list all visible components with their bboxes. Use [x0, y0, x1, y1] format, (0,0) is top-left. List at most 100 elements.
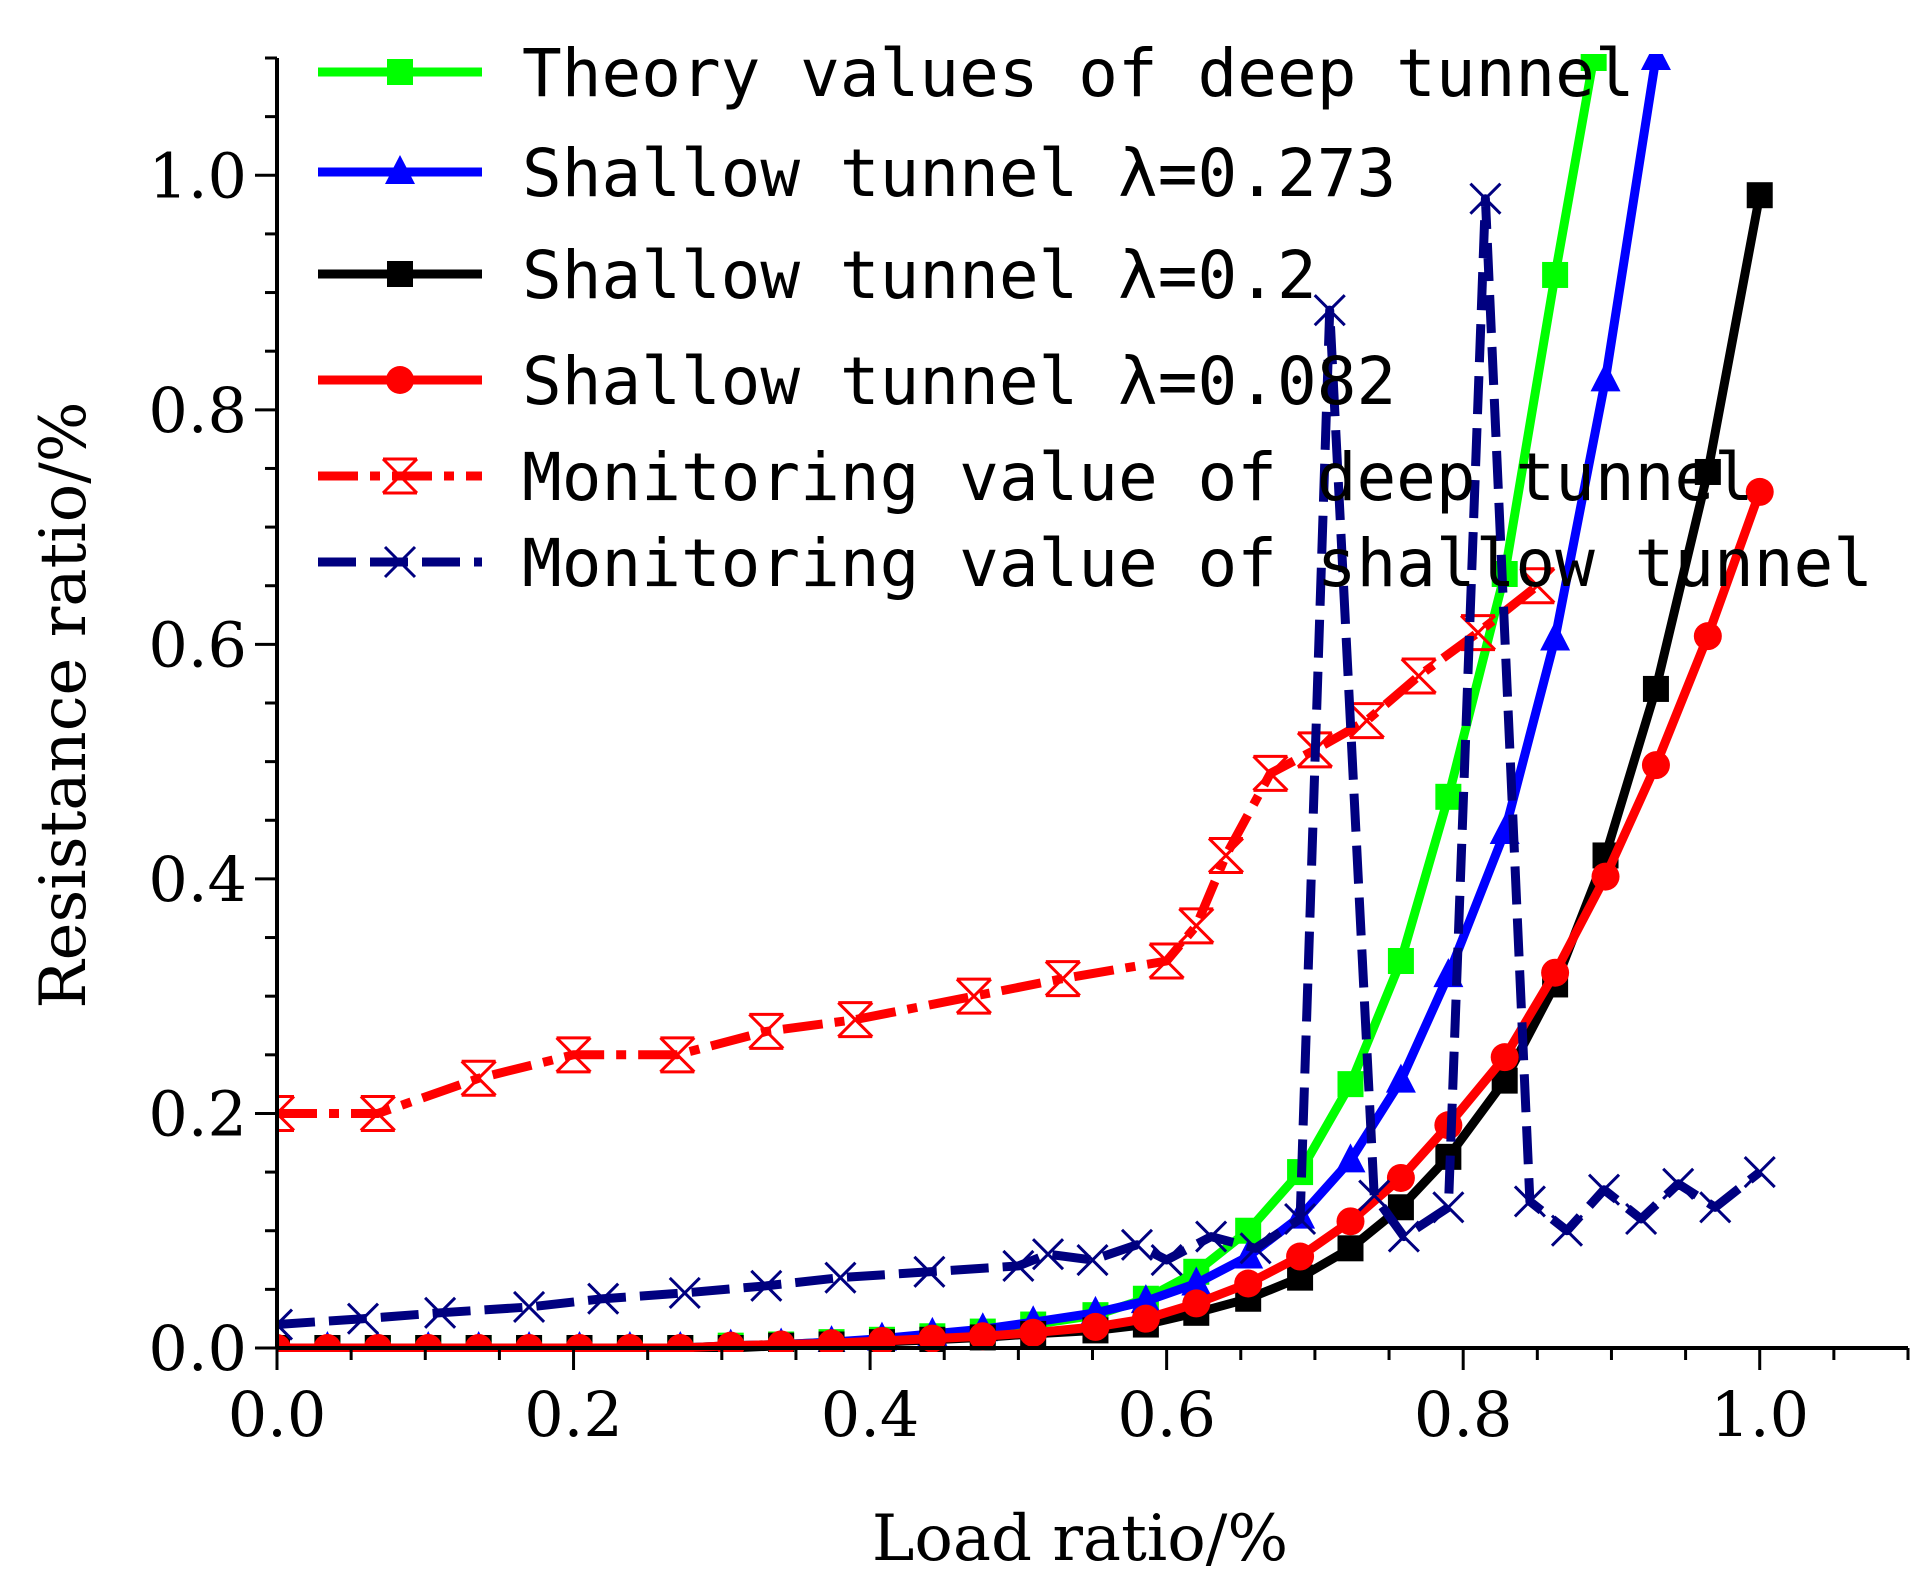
data-point [1745, 477, 1774, 506]
data-point [1120, 1228, 1154, 1261]
x-tick-label: 0.6 [1117, 1378, 1216, 1451]
legend-label: Shallow tunnel λ=0.273 [522, 135, 1396, 212]
x-tick-label: 0.8 [1414, 1378, 1513, 1451]
data-point [1432, 1191, 1465, 1224]
data-point [1234, 1269, 1263, 1298]
data-point [346, 1302, 380, 1335]
data-point [1336, 1207, 1365, 1236]
data-point [1591, 862, 1620, 891]
data-point [1400, 657, 1437, 695]
data-point [1587, 1173, 1621, 1206]
x-tick-label: 0.0 [228, 1378, 327, 1451]
ticks-layer: 0.0 0.2 0.4 0.6 0.8 1.0 0.0 0.2 0.4 0.6 0.8 1.0 [148, 56, 1910, 1451]
data-point [1519, 567, 1556, 605]
data-point [424, 1296, 457, 1329]
data-point [1435, 783, 1462, 810]
data-point [1641, 751, 1670, 780]
legend-item: Monitoring value of shallow tunnel [318, 525, 1873, 602]
data-point [1348, 702, 1385, 740]
y-tick-label: 0.2 [148, 1077, 247, 1150]
data-point [955, 977, 992, 1015]
y-tick-label: 0.0 [148, 1312, 247, 1385]
data-point [1337, 1071, 1364, 1098]
y-axis-title: Resistance ratio/% [27, 401, 101, 1008]
data-point [1385, 1063, 1416, 1093]
data-point [1662, 1167, 1695, 1200]
series-6 [277, 182, 1776, 1341]
y-tick-label: 1.0 [148, 139, 247, 212]
data-point [1694, 458, 1721, 485]
data-point [1181, 1266, 1212, 1296]
data-point [659, 1036, 696, 1074]
data-point [1178, 907, 1215, 945]
data-point [1699, 1191, 1732, 1224]
legend-item: Theory values of deep tunnel [318, 35, 1635, 112]
data-point [1625, 1202, 1658, 1236]
legend-marker [387, 59, 413, 85]
data-point [359, 1094, 396, 1132]
legend-marker [385, 155, 415, 184]
data-point [837, 1001, 874, 1039]
data-point [918, 1324, 947, 1352]
data-point [867, 1326, 896, 1352]
data-point [1387, 1220, 1420, 1253]
data-point [1580, 54, 1607, 71]
data-point [1150, 1243, 1183, 1277]
data-point [1130, 1284, 1161, 1314]
legend-marker [387, 261, 413, 287]
data-point [1335, 1143, 1366, 1173]
legend-label: Shallow tunnel λ=0.082 [522, 343, 1396, 420]
data-point [1540, 621, 1571, 651]
legend-item: Shallow tunnel λ=0.082 [318, 343, 1396, 420]
data-point [1286, 1242, 1315, 1271]
data-point [1337, 1235, 1364, 1262]
data-point [1386, 1163, 1415, 1192]
data-point [1207, 836, 1245, 874]
legend-marker [386, 366, 414, 394]
data-point [1693, 622, 1722, 651]
series-5 [277, 567, 1556, 1132]
legend-label: Theory values of deep tunnel [522, 35, 1635, 112]
legend-marker [383, 545, 417, 579]
data-point [1642, 675, 1669, 702]
data-point [968, 1322, 997, 1351]
data-point [668, 1276, 701, 1309]
series-4 [277, 477, 1774, 1352]
y-tick-label: 0.4 [148, 843, 247, 916]
x-tick-label: 0.4 [821, 1378, 920, 1451]
legend-item: Monitoring value of deep tunnel [318, 439, 1754, 516]
data-point [1031, 1238, 1065, 1271]
data-point [1195, 1220, 1228, 1253]
data-point [1002, 1249, 1035, 1282]
data-point [1182, 1289, 1211, 1318]
data-point [1541, 958, 1570, 987]
legend-label: Monitoring value of deep tunnel [522, 439, 1754, 516]
data-point [1469, 182, 1502, 215]
data-point [750, 1269, 783, 1302]
data-point [1076, 1243, 1109, 1277]
legend-label: Shallow tunnel λ=0.2 [522, 237, 1317, 314]
legend: Theory values of deep tunnel Shallow tunn… [318, 35, 1873, 602]
data-point [1490, 1043, 1519, 1072]
data-point [824, 1261, 857, 1294]
data-point [1459, 614, 1497, 652]
data-point [1358, 1179, 1391, 1212]
data-point [1590, 362, 1621, 392]
x-tick-label: 1.0 [1710, 1378, 1809, 1451]
data-point [513, 1290, 546, 1324]
data-point [817, 1329, 846, 1352]
data-point [1019, 1318, 1048, 1347]
data-point [277, 1308, 294, 1341]
data-point [1148, 942, 1185, 980]
x-axis-title: Load ratio/% [872, 1502, 1288, 1576]
y-tick-label: 0.8 [148, 374, 247, 447]
legend-label: Monitoring value of shallow tunnel [522, 525, 1873, 602]
data-point [1131, 1304, 1160, 1333]
data-point [1081, 1312, 1110, 1341]
data-point [1640, 54, 1671, 70]
data-point [767, 1330, 796, 1352]
data-point [1313, 294, 1346, 327]
x-tick-label: 0.2 [524, 1378, 623, 1451]
data-point [913, 1255, 946, 1288]
data-point [1044, 960, 1081, 998]
